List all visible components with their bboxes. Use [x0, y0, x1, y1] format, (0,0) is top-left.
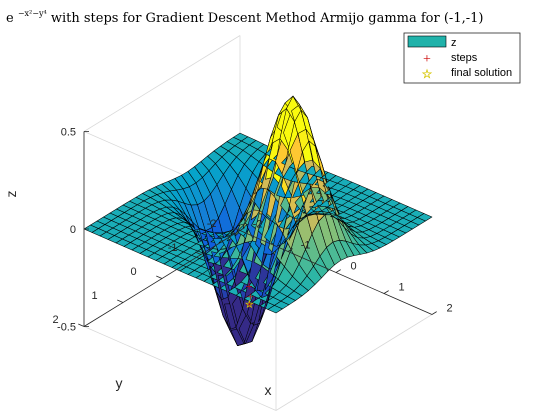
legend-surface-swatch — [407, 35, 447, 48]
final-solution-marker: ☆ — [245, 300, 254, 311]
z-tick-label: 0.5 — [61, 127, 76, 139]
y-tick-mark — [78, 323, 85, 327]
legend-label-final-solution: final solution — [451, 67, 512, 79]
title-text: with steps for Gradient Descent Method A… — [51, 11, 484, 26]
y-axis-label: y — [116, 375, 123, 391]
x-tick-label: 2 — [446, 303, 452, 315]
y-tick-label: -1 — [168, 242, 178, 254]
y-tick-mark — [234, 227, 241, 231]
x-tick-mark — [239, 227, 245, 231]
legend-steps-marker: + — [423, 52, 431, 67]
chart-title: e −x²−y⁴ with steps for Gradient Descent… — [6, 5, 483, 26]
axes-box-edge — [83, 35, 241, 132]
y-tick-mark — [195, 251, 202, 255]
legend-label-steps: steps — [451, 52, 478, 64]
axes-box-edge — [83, 326, 277, 411]
y-tick-label: 2 — [53, 314, 59, 326]
y-tick-label: 1 — [92, 290, 98, 302]
x-axis-label: x — [265, 382, 272, 398]
steps-layer: +++☆ — [245, 278, 254, 311]
z-axis-label: z — [3, 191, 19, 198]
legend-label-z: z — [451, 37, 457, 49]
x-tick-label: -2 — [253, 219, 263, 231]
step-marker: + — [246, 297, 253, 312]
step-marker: + — [247, 289, 254, 304]
legend: z + steps ☆ final solution — [403, 32, 521, 84]
title-exponent: −x²−y⁴ — [18, 9, 47, 18]
x-tick-mark — [431, 311, 437, 315]
z-tick-label: 0 — [70, 224, 76, 236]
y-tick-mark — [117, 299, 124, 303]
legend-star-marker: ☆ — [422, 67, 433, 81]
x-axis-line — [239, 230, 433, 315]
x-tick-label: -1 — [301, 240, 311, 252]
axes-box-edge — [275, 314, 433, 411]
x-tick-label: 1 — [398, 282, 404, 294]
y-tick-label: -2 — [207, 218, 217, 230]
x-tick-mark — [287, 248, 293, 252]
y-axis-line — [83, 230, 241, 327]
x-tick-mark — [383, 290, 389, 294]
title-base: e — [6, 11, 14, 26]
x-tick-label: 0 — [350, 261, 356, 273]
y-tick-mark — [156, 275, 163, 279]
z-tick-label: -0.5 — [57, 322, 76, 334]
y-tick-label: 0 — [131, 266, 137, 278]
surface-plot — [83, 95, 433, 346]
step-marker: + — [245, 278, 252, 293]
surface-patch — [417, 213, 433, 222]
x-tick-mark — [335, 269, 341, 273]
